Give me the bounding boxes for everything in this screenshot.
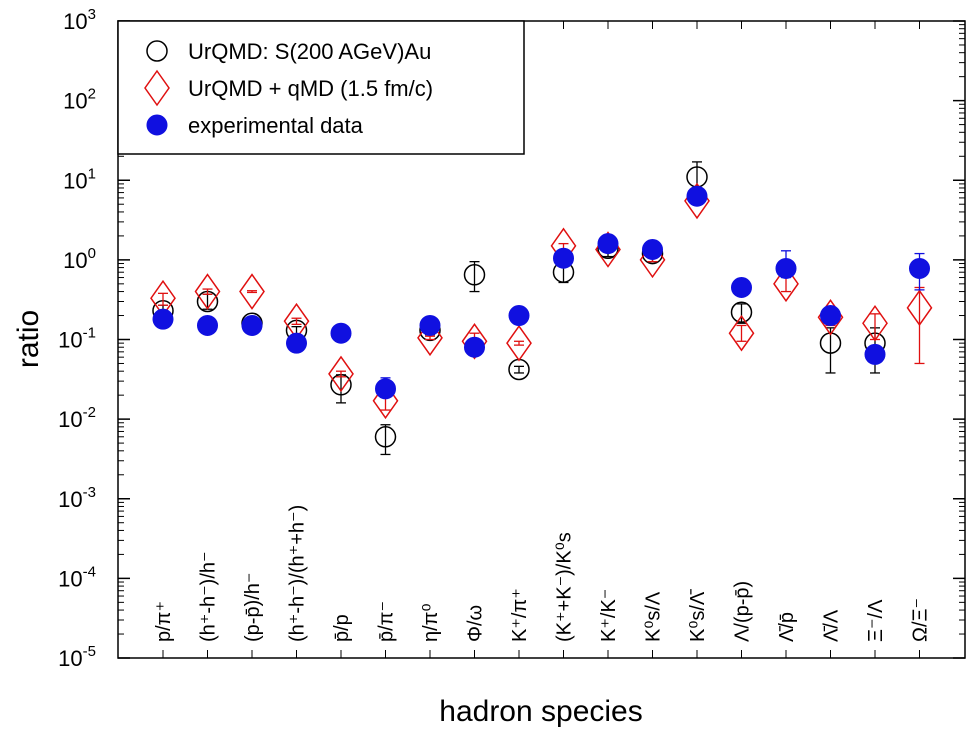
open-diamond-point (862, 304, 888, 342)
filled-circle-point (419, 314, 441, 336)
filled-circle-point (642, 238, 663, 260)
category-label: p̄/p (331, 614, 353, 642)
y-tick-label: 10-4 (58, 563, 96, 591)
category-label: (h⁺-h⁻)/h⁻ (198, 551, 220, 642)
filled-circle-point (375, 378, 396, 400)
filled-circle-point (731, 276, 752, 298)
category-label: K⁺/K⁻ (598, 589, 620, 642)
category-label: p̄/π⁻ (376, 601, 398, 642)
x-axis-title: hadron species (439, 695, 642, 728)
open-diamond-point (194, 273, 221, 310)
legend: UrQMD: S(200 AGeV)Au UrQMD + qMD (1.5 fm/… (117, 20, 525, 155)
category-label: Λ/(p-p̄) (732, 581, 754, 642)
open-circle-point (374, 426, 397, 448)
filled-circle-point (286, 332, 307, 354)
category-label: Λ̄/p̄ (776, 612, 798, 642)
data-marks (150, 161, 933, 456)
filled-circle-point (464, 336, 485, 358)
category-label: (p-p̄)/h⁻ (242, 573, 264, 642)
open-diamond-point (506, 324, 532, 362)
category-labels: p/π⁺ (h⁺-h⁻)/h⁻ (p-p̄)/h⁻ (h⁺-h⁻)/(h⁺+h⁻) p̄… (153, 505, 932, 642)
category-label: K⁰s/Λ̄ (687, 589, 709, 642)
y-tick-label: 103 (63, 6, 96, 34)
legend-label: UrQMD + qMD (1.5 fm/c) (188, 76, 433, 101)
open-diamond-point (773, 265, 799, 303)
open-circle-point (730, 301, 753, 323)
legend-marker-open-circle (146, 40, 168, 62)
category-label: Ξ⁻/Λ (865, 599, 887, 642)
filled-circle-point (686, 185, 708, 207)
filled-circle-point (241, 314, 263, 336)
filled-circle-point (597, 233, 619, 255)
category-label: p/π⁺ (153, 601, 175, 642)
y-tick-label: 10-2 (58, 404, 96, 432)
open-diamond-point (728, 314, 755, 352)
y-tick-labels: 10-5 10-4 10-3 10-2 10-1 100 101 102 103 (58, 6, 96, 671)
open-diamond-point (239, 273, 265, 310)
filled-circle-point (909, 257, 930, 279)
filled-circle-point (775, 257, 797, 279)
legend-label: UrQMD: S(200 AGeV)Au (188, 39, 431, 64)
filled-circle-point (197, 314, 218, 336)
filled-circle-point (330, 322, 352, 344)
open-diamond-point (328, 355, 354, 393)
filled-circle-point (553, 247, 574, 269)
legend-box (117, 20, 525, 155)
open-diamond-point (906, 289, 933, 327)
legend-marker-filled-circle (146, 114, 168, 136)
category-label: (h⁺-h⁻)/(h⁺+h⁻) (287, 505, 309, 642)
y-tick-label: 100 (63, 245, 96, 273)
open-circle-point (463, 264, 486, 286)
category-label: Ω/Ξ⁻ (910, 598, 932, 642)
y-tick-label: 102 (63, 86, 96, 114)
open-diamond-point (461, 322, 488, 360)
filled-circle-point (864, 343, 886, 365)
category-label: Λ̄/Λ (821, 609, 843, 642)
series-filled-circle (152, 185, 930, 400)
filled-circle-point (508, 305, 530, 327)
category-label: (K⁺+K⁻)/K⁰s (554, 532, 576, 642)
y-tick-label: 101 (63, 165, 96, 193)
category-label: K⁰s/Λ (643, 591, 665, 642)
series-open-diamond (150, 182, 933, 420)
filled-circle-point (820, 305, 841, 327)
category-label: Φ/ω (465, 605, 487, 642)
category-label: K⁺/π⁺ (509, 588, 531, 642)
category-label: η/π⁰ (420, 604, 442, 643)
legend-label: experimental data (188, 113, 364, 138)
y-tick-label: 10-1 (58, 325, 96, 353)
y-tick-label: 10-5 (58, 643, 96, 671)
y-axis-title: ratio (12, 310, 45, 368)
y-tick-label: 10-3 (58, 484, 96, 512)
filled-circle-point (152, 308, 174, 330)
legend-marker-open-diamond (144, 69, 170, 107)
